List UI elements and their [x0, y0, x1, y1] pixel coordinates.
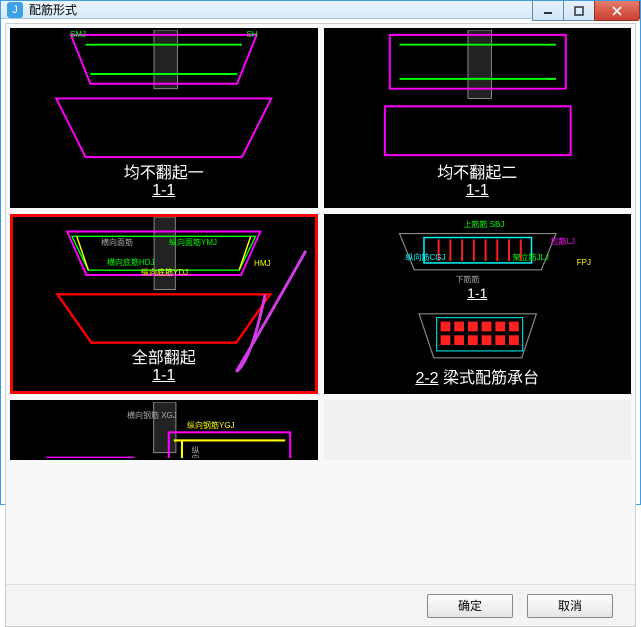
maximize-button[interactable] — [563, 1, 595, 21]
titlebar: J 配筋形式 — [1, 1, 640, 19]
app-icon: J — [7, 2, 23, 18]
option-tile-3[interactable]: 横向面筋 纵向面筋YMJ 横向底筋HDJ 纵向底筋YDJ HMJ 全部翻起 1-… — [10, 214, 318, 394]
client-area: SMJ SH 均不翻起一 1-1 均不翻起二 1-1 — [5, 23, 636, 627]
ok-button[interactable]: 确定 — [427, 594, 513, 618]
option-tile-4[interactable]: 上筋筋 SBJ 纵向筋CGJ 拉筋LJ 下筋筋 架立筋JLJ FPJ 1-1 2… — [324, 214, 632, 394]
label: 纵向钢筋YGJ — [187, 420, 235, 431]
option-tile-5[interactable]: 横向钢筋 XGJ 纵向钢筋YGJ 纵向钢筋 — [10, 400, 318, 460]
tile-caption: 2-2 梁式配筋承台 — [326, 370, 630, 388]
cancel-button[interactable]: 取消 — [527, 594, 613, 618]
label: 横向面筋 — [101, 237, 133, 248]
option-gallery: SMJ SH 均不翻起一 1-1 均不翻起二 1-1 — [6, 24, 635, 584]
window-controls — [533, 1, 640, 21]
label: 架立筋JLJ — [513, 252, 549, 263]
label: SMJ — [70, 30, 86, 39]
label: 纵向钢筋 — [190, 446, 201, 460]
tile-caption: 全部翻起 1-1 — [13, 350, 315, 385]
minimize-button[interactable] — [532, 1, 564, 21]
label: 横向钢筋 XGJ — [127, 410, 177, 421]
tile-caption: 均不翻起一 1-1 — [12, 165, 316, 200]
label: 纵向筋CGJ — [406, 252, 446, 263]
empty-cell — [324, 400, 632, 460]
tile-caption: 均不翻起二 1-1 — [326, 165, 630, 200]
label: 下筋筋 — [456, 274, 480, 285]
diagram-4 — [326, 216, 630, 392]
window-title: 配筋形式 — [29, 1, 77, 18]
option-tile-1[interactable]: SMJ SH 均不翻起一 1-1 — [10, 28, 318, 208]
label: 纵向底筋YDJ — [141, 267, 188, 278]
label: HMJ — [254, 259, 270, 268]
label: FPJ — [577, 258, 591, 267]
label: 上筋筋 SBJ — [464, 219, 505, 230]
dialog-buttons: 确定 取消 — [6, 584, 635, 626]
label: 纵向面筋YMJ — [169, 237, 217, 248]
label: 拉筋LJ — [551, 236, 575, 247]
dialog-window: J 配筋形式 SM — [0, 0, 641, 505]
option-tile-2[interactable]: 均不翻起二 1-1 — [324, 28, 632, 208]
close-button[interactable] — [594, 1, 640, 21]
label: SH — [246, 30, 257, 39]
mid-caption: 1-1 — [326, 286, 630, 301]
